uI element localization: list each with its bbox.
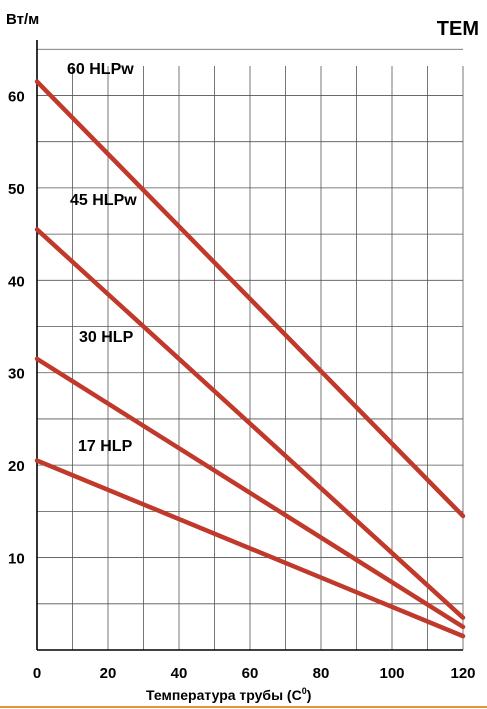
- x-tick-label: 40: [171, 665, 188, 682]
- x-tick-label: 20: [100, 665, 117, 682]
- y-tick-label: 30: [8, 366, 25, 383]
- y-tick-label: 50: [8, 181, 25, 198]
- x-tick-label: 60: [242, 665, 259, 682]
- series-label: 60 HLPw: [67, 61, 134, 78]
- x-tick-label: 120: [450, 665, 475, 682]
- brand-label: TEM: [436, 18, 479, 40]
- labels: 60 HLPw 45 HLPw 30 HLP 17 HLP 10 20 30 40 50 60 0 2…: [6, 11, 476, 703]
- series-line: [34, 79, 466, 519]
- series-label: 30 HLP: [79, 329, 134, 346]
- series-line: [34, 458, 466, 639]
- series-label: 45 HLPw: [70, 192, 137, 209]
- y-tick-label: 60: [8, 88, 25, 105]
- x-tick-label: 0: [33, 665, 41, 682]
- y-tick-label: 20: [8, 458, 25, 475]
- y-tick-label: 40: [8, 273, 25, 290]
- grid: [37, 48, 464, 650]
- series-line: [34, 227, 466, 620]
- axes: [36, 40, 463, 651]
- y-axis-label: Вт/м: [6, 11, 39, 28]
- x-axis-label: Температура трубы (С0): [146, 686, 311, 703]
- series-line: [34, 356, 466, 630]
- y-tick-label: 10: [8, 551, 25, 568]
- series-label: 17 HLP: [78, 438, 133, 455]
- x-tick-label: 100: [379, 665, 404, 682]
- series-lines: [34, 79, 466, 639]
- bottom-divider: [0, 706, 487, 708]
- x-tick-label: 80: [313, 665, 330, 682]
